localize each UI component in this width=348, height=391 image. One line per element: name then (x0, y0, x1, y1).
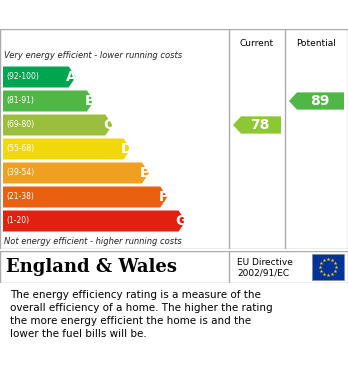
Text: (92-100): (92-100) (6, 72, 39, 81)
Polygon shape (3, 66, 76, 88)
Polygon shape (3, 187, 167, 208)
Text: (69-80): (69-80) (6, 120, 34, 129)
Text: Potential: Potential (296, 38, 337, 47)
Polygon shape (3, 163, 149, 183)
Text: (1-20): (1-20) (6, 217, 29, 226)
Text: E: E (140, 166, 150, 180)
Text: (55-68): (55-68) (6, 145, 34, 154)
Polygon shape (3, 115, 112, 136)
Text: F: F (158, 190, 168, 204)
Text: Current: Current (240, 38, 274, 47)
Text: EU Directive: EU Directive (237, 258, 293, 267)
Bar (312, 254, 344, 280)
Text: Very energy efficient - lower running costs: Very energy efficient - lower running co… (4, 52, 182, 61)
Text: (39-54): (39-54) (6, 169, 34, 178)
Text: (21-38): (21-38) (6, 192, 34, 201)
Polygon shape (3, 210, 185, 231)
Text: England & Wales: England & Wales (6, 258, 177, 276)
Text: D: D (121, 142, 132, 156)
Polygon shape (233, 117, 281, 134)
Text: 89: 89 (310, 94, 329, 108)
Text: A: A (66, 70, 77, 84)
Text: 2002/91/EC: 2002/91/EC (237, 269, 289, 278)
Text: B: B (85, 94, 95, 108)
Polygon shape (289, 92, 344, 109)
Text: 78: 78 (250, 118, 270, 132)
Text: Not energy efficient - higher running costs: Not energy efficient - higher running co… (4, 237, 182, 246)
Polygon shape (3, 90, 94, 111)
Polygon shape (3, 138, 130, 160)
Text: (81-91): (81-91) (6, 97, 34, 106)
Text: The energy efficiency rating is a measure of the
overall efficiency of a home. T: The energy efficiency rating is a measur… (10, 290, 273, 339)
Text: Energy Efficiency Rating: Energy Efficiency Rating (60, 5, 288, 23)
Text: G: G (176, 214, 187, 228)
Text: C: C (103, 118, 113, 132)
